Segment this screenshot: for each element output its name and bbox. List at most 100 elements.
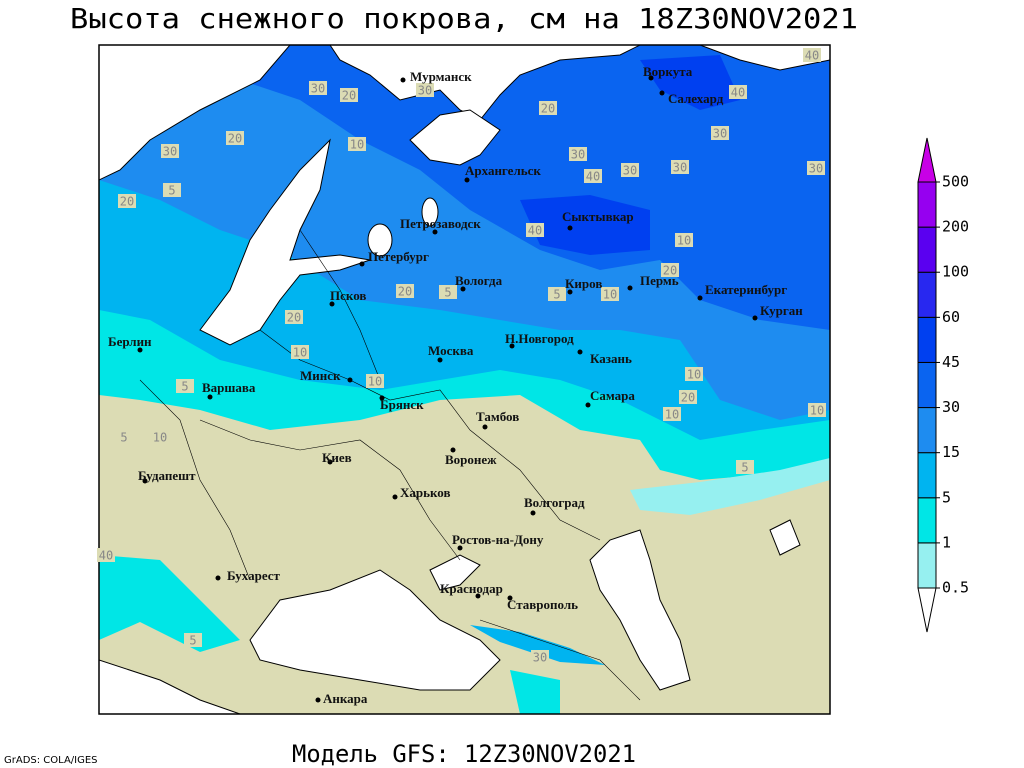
contour-label: 20 — [228, 132, 242, 146]
snow-0-5 — [630, 458, 830, 515]
caspian-sea — [589, 529, 691, 691]
contour-label: 20 — [398, 285, 412, 299]
colorbar-box — [917, 407, 937, 454]
contour-label: 10 — [153, 431, 167, 445]
map-area — [99, 45, 830, 714]
contour-label: 10 — [368, 375, 382, 389]
city-label: Архангельск — [465, 163, 541, 178]
city-dot — [437, 357, 443, 363]
city-label: Будапешт — [138, 468, 196, 483]
contour-label: 10 — [293, 346, 307, 360]
contour-label-box — [309, 81, 327, 95]
contour-label: 10 — [677, 234, 691, 248]
contour-label-box — [807, 161, 825, 175]
aral-sea — [769, 519, 801, 556]
city-label: Харьков — [400, 485, 451, 500]
city-dot — [697, 295, 703, 301]
city-label: Курган — [760, 303, 803, 318]
colorbar-label: 1 — [942, 533, 951, 551]
seas — [99, 45, 830, 714]
azov-sea — [429, 554, 481, 591]
contour-label: 10 — [810, 404, 824, 418]
colorbar-label: 100 — [942, 263, 969, 281]
colorbar-box — [917, 361, 937, 409]
contour-label-box — [526, 223, 544, 237]
contour-label: 20 — [287, 311, 301, 325]
contour-label: 5 — [168, 184, 175, 198]
contour-label-box — [161, 144, 179, 158]
city-label: Псков — [330, 288, 366, 303]
city-label: Берлин — [108, 334, 152, 349]
norwegian-sea — [99, 45, 291, 181]
contour-label-box — [151, 430, 169, 444]
contour-label-box — [661, 263, 679, 277]
contour-label: 5 — [741, 461, 748, 475]
city-dot — [482, 424, 488, 430]
contour-label: 5 — [120, 431, 127, 445]
colorbar-label: 200 — [942, 218, 969, 236]
city-label: Пермь — [640, 273, 679, 288]
snow-45-60 — [520, 195, 650, 255]
contour-label-box — [584, 169, 602, 183]
contour-label-box — [675, 233, 693, 247]
city-dot — [567, 289, 573, 295]
contour-label: 30 — [418, 84, 432, 98]
contour-label-box — [736, 460, 754, 474]
city-label: Анкара — [323, 691, 368, 706]
city-dot — [432, 229, 438, 235]
contour-label-box — [176, 379, 194, 393]
colorbar-bottom — [917, 587, 937, 633]
city-label: Бухарест — [227, 568, 281, 583]
contour-label: 5 — [181, 380, 188, 394]
colorbar-box — [917, 181, 937, 228]
contour-label-box — [621, 163, 639, 177]
city-label: Петербург — [368, 249, 429, 264]
contour-label: 30 — [571, 148, 585, 162]
contour-label-box — [348, 137, 366, 151]
border — [199, 419, 461, 561]
city-label: Киев — [322, 450, 352, 465]
contour-label-box — [285, 310, 303, 324]
white-sea — [409, 109, 501, 166]
city-dot — [585, 402, 591, 408]
contour-label: 30 — [623, 164, 637, 178]
city-dot — [329, 301, 335, 307]
city-dot — [359, 261, 365, 267]
contour-label-box — [548, 287, 566, 301]
colorbar-label: 500 — [942, 173, 969, 191]
city-label: Н.Новгород — [505, 331, 574, 346]
contour-label-box — [663, 407, 681, 421]
snow-alps — [99, 555, 240, 652]
contour-label-box — [340, 88, 358, 102]
colorbar-box — [917, 316, 937, 363]
city-dot — [648, 75, 654, 81]
city-label: Самара — [590, 388, 635, 403]
city-dot — [752, 315, 758, 321]
city-dot — [507, 595, 513, 601]
city-label: Казань — [590, 351, 632, 366]
city-label: Салехард — [668, 91, 724, 106]
contour-label: 30 — [311, 82, 325, 96]
contour-label: 30 — [163, 145, 177, 159]
contour-label: 10 — [603, 288, 617, 302]
snow-caucasus — [470, 625, 605, 665]
contour-label-box — [396, 284, 414, 298]
contour-label-box — [601, 287, 619, 301]
colorbar-top — [917, 137, 937, 183]
border — [479, 619, 641, 701]
snow-45-60 — [640, 55, 740, 110]
colorbar-box — [917, 226, 937, 273]
city-dot — [315, 697, 321, 703]
city-label: Краснодар — [440, 581, 503, 596]
contour-label-box — [539, 101, 557, 115]
city-label: Екатеринбург — [705, 282, 787, 297]
colorbar-label: 0.5 — [942, 579, 969, 597]
aegean-sea — [99, 659, 241, 714]
contour-label-box — [679, 390, 697, 404]
city-label: Воркута — [643, 64, 693, 79]
contour-label-box — [163, 183, 181, 197]
city-dot — [530, 510, 536, 516]
city-dot — [207, 394, 213, 400]
